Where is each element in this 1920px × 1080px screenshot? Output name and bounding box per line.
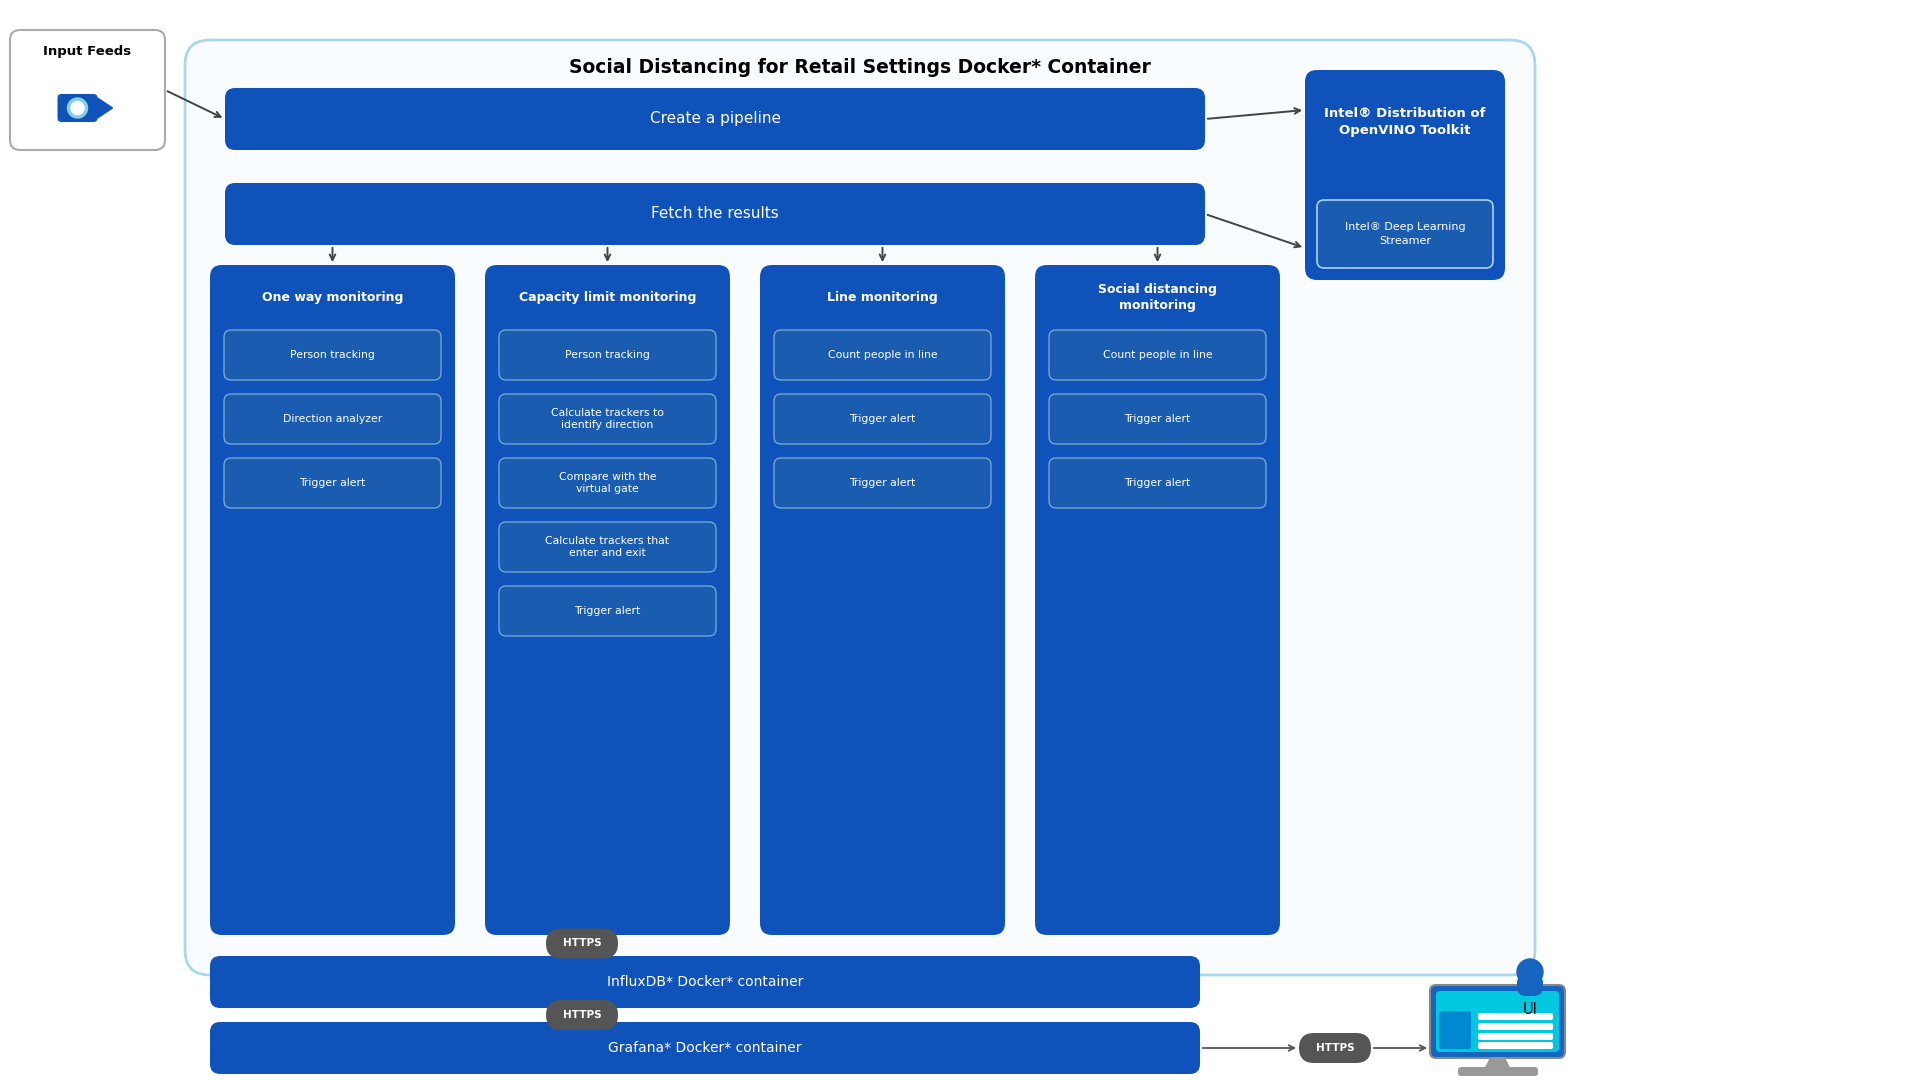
Text: HTTPS: HTTPS: [563, 1010, 601, 1020]
Text: Trigger alert: Trigger alert: [300, 478, 365, 488]
FancyBboxPatch shape: [1048, 394, 1265, 444]
FancyBboxPatch shape: [184, 40, 1534, 975]
Text: Calculate trackers that
enter and exit: Calculate trackers that enter and exit: [545, 536, 670, 558]
FancyBboxPatch shape: [1457, 1067, 1538, 1076]
Text: Intel® Deep Learning
Streamer: Intel® Deep Learning Streamer: [1344, 222, 1465, 245]
FancyBboxPatch shape: [774, 458, 991, 508]
FancyBboxPatch shape: [1438, 1011, 1471, 1049]
FancyBboxPatch shape: [1436, 991, 1559, 1052]
Text: Capacity limit monitoring: Capacity limit monitoring: [518, 291, 697, 303]
Circle shape: [71, 102, 84, 114]
Text: Trigger alert: Trigger alert: [1125, 478, 1190, 488]
Text: UI: UI: [1523, 1002, 1538, 1017]
Text: Input Feeds: Input Feeds: [44, 45, 132, 58]
FancyBboxPatch shape: [1478, 1042, 1553, 1049]
FancyBboxPatch shape: [225, 330, 442, 380]
FancyBboxPatch shape: [1430, 985, 1565, 1058]
Text: HTTPS: HTTPS: [563, 939, 601, 948]
Text: Fetch the results: Fetch the results: [651, 206, 780, 221]
Text: Count people in line: Count people in line: [1102, 350, 1212, 360]
FancyBboxPatch shape: [209, 265, 455, 935]
Text: Intel® Distribution of
OpenVINO Toolkit: Intel® Distribution of OpenVINO Toolkit: [1325, 107, 1486, 137]
Circle shape: [67, 98, 88, 118]
FancyBboxPatch shape: [1478, 1013, 1553, 1020]
FancyBboxPatch shape: [1048, 458, 1265, 508]
FancyBboxPatch shape: [499, 394, 716, 444]
Text: Direction analyzer: Direction analyzer: [282, 414, 382, 424]
Text: Trigger alert: Trigger alert: [574, 606, 641, 616]
FancyBboxPatch shape: [499, 330, 716, 380]
Text: Trigger alert: Trigger alert: [849, 414, 916, 424]
FancyBboxPatch shape: [1317, 200, 1494, 268]
Text: Line monitoring: Line monitoring: [828, 291, 937, 303]
Circle shape: [1517, 959, 1544, 985]
Polygon shape: [98, 98, 113, 118]
FancyBboxPatch shape: [10, 30, 165, 150]
FancyBboxPatch shape: [760, 265, 1004, 935]
FancyBboxPatch shape: [499, 522, 716, 572]
FancyBboxPatch shape: [774, 330, 991, 380]
FancyBboxPatch shape: [486, 265, 730, 935]
FancyBboxPatch shape: [1478, 1032, 1553, 1040]
FancyBboxPatch shape: [1048, 330, 1265, 380]
FancyBboxPatch shape: [209, 956, 1200, 1008]
Text: Calculate trackers to
identify direction: Calculate trackers to identify direction: [551, 408, 664, 430]
Text: InfluxDB* Docker* container: InfluxDB* Docker* container: [607, 975, 803, 989]
Text: Compare with the
virtual gate: Compare with the virtual gate: [559, 472, 657, 495]
Text: Grafana* Docker* container: Grafana* Docker* container: [609, 1041, 803, 1055]
FancyBboxPatch shape: [545, 1000, 618, 1030]
FancyBboxPatch shape: [1300, 1032, 1371, 1063]
FancyBboxPatch shape: [499, 586, 716, 636]
Text: Social Distancing for Retail Settings Docker* Container: Social Distancing for Retail Settings Do…: [568, 58, 1150, 78]
FancyBboxPatch shape: [225, 87, 1206, 150]
FancyBboxPatch shape: [1517, 974, 1544, 996]
FancyBboxPatch shape: [1035, 265, 1281, 935]
FancyBboxPatch shape: [499, 458, 716, 508]
Text: Count people in line: Count people in line: [828, 350, 937, 360]
FancyBboxPatch shape: [1306, 70, 1505, 280]
FancyBboxPatch shape: [545, 929, 618, 959]
FancyBboxPatch shape: [225, 183, 1206, 245]
FancyBboxPatch shape: [225, 394, 442, 444]
Text: Create a pipeline: Create a pipeline: [649, 111, 781, 126]
FancyBboxPatch shape: [209, 1022, 1200, 1074]
Text: Trigger alert: Trigger alert: [849, 478, 916, 488]
Text: Person tracking: Person tracking: [564, 350, 651, 360]
Text: One way monitoring: One way monitoring: [261, 291, 403, 303]
Text: HTTPS: HTTPS: [1315, 1043, 1354, 1053]
Polygon shape: [1486, 1058, 1509, 1068]
Text: Person tracking: Person tracking: [290, 350, 374, 360]
Text: Social distancing
monitoring: Social distancing monitoring: [1098, 283, 1217, 311]
FancyBboxPatch shape: [58, 94, 98, 122]
Text: Trigger alert: Trigger alert: [1125, 414, 1190, 424]
FancyBboxPatch shape: [1478, 1023, 1553, 1030]
FancyBboxPatch shape: [225, 458, 442, 508]
FancyBboxPatch shape: [774, 394, 991, 444]
